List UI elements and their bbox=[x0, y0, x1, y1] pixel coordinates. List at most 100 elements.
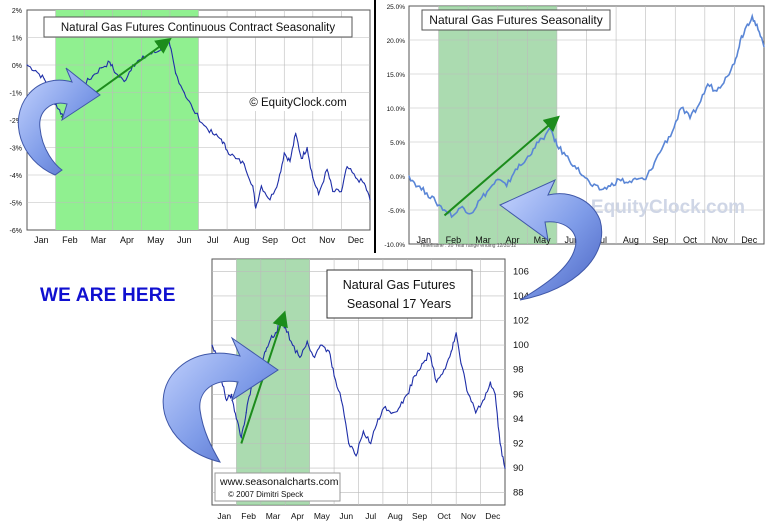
data-point bbox=[653, 161, 656, 163]
data-point bbox=[221, 381, 223, 383]
data-point bbox=[332, 190, 334, 193]
data-point bbox=[226, 399, 228, 402]
data-point bbox=[514, 168, 517, 170]
chart2-grid bbox=[409, 6, 764, 244]
data-point bbox=[255, 375, 257, 377]
data-point bbox=[52, 97, 54, 99]
data-point bbox=[384, 406, 386, 408]
data-point bbox=[716, 90, 718, 92]
data-point bbox=[497, 178, 499, 180]
data-point bbox=[321, 344, 323, 346]
x-tick-label: Sep bbox=[412, 511, 427, 521]
data-point bbox=[115, 72, 117, 74]
x-tick-label: Oct bbox=[292, 235, 307, 245]
x-tick-label: Jun bbox=[177, 235, 192, 245]
y-tick-label: -5.0% bbox=[388, 208, 405, 215]
x-tick-label: Jan bbox=[417, 235, 432, 245]
data-point bbox=[328, 350, 330, 352]
y-tick-label: -6% bbox=[10, 228, 22, 235]
data-point bbox=[243, 163, 245, 165]
data-point bbox=[707, 83, 709, 85]
data-point bbox=[340, 399, 343, 402]
y-tick-label: 0% bbox=[12, 63, 22, 70]
data-point bbox=[299, 356, 301, 358]
y-tick-label: 94 bbox=[513, 414, 524, 425]
data-point bbox=[284, 326, 286, 328]
data-point bbox=[26, 64, 28, 66]
data-point bbox=[506, 185, 508, 187]
data-point bbox=[326, 168, 328, 171]
data-point bbox=[362, 430, 364, 432]
trend-arrow-icon bbox=[443, 115, 560, 217]
data-point bbox=[369, 199, 371, 201]
data-point bbox=[312, 177, 314, 179]
data-point bbox=[295, 133, 297, 135]
data-point bbox=[34, 69, 37, 72]
x-tick-label: Apr bbox=[291, 511, 304, 521]
data-point bbox=[414, 375, 416, 377]
data-point bbox=[763, 46, 765, 48]
chart3-title: Natural Gas Futures bbox=[343, 278, 456, 292]
y-tick-label: 104 bbox=[513, 291, 529, 302]
x-tick-label: Oct bbox=[437, 511, 451, 521]
x-tick-label: Jul bbox=[365, 511, 376, 521]
chart3-subtitle: Seasonal 17 Years bbox=[347, 297, 451, 311]
x-tick-label: Nov bbox=[319, 235, 336, 245]
x-tick-label: Oct bbox=[683, 235, 698, 245]
data-point bbox=[504, 467, 506, 469]
chart3-svg: 106 104 102 100 98 96 94 92 90 88 Jan Feb Mar Apr May… bbox=[211, 258, 529, 521]
data-point bbox=[252, 185, 254, 187]
x-tick-label: Nov bbox=[461, 511, 477, 521]
data-point bbox=[355, 455, 357, 457]
chart1-y-ticks: 2% 1% 0% -1% -2% -3% -4% -5% -6% bbox=[10, 8, 22, 235]
x-tick-label: Mar bbox=[266, 511, 281, 521]
y-tick-label: -4% bbox=[10, 173, 22, 180]
data-point bbox=[260, 362, 262, 365]
data-point bbox=[408, 175, 410, 177]
y-tick-label: 106 bbox=[513, 266, 529, 277]
data-point bbox=[250, 387, 252, 389]
data-point bbox=[751, 15, 753, 17]
data-point bbox=[479, 199, 481, 201]
y-tick-label: -10.0% bbox=[384, 242, 405, 249]
data-point bbox=[74, 91, 77, 94]
data-point bbox=[277, 179, 280, 182]
data-point bbox=[417, 185, 419, 187]
data-point bbox=[733, 63, 736, 65]
data-point bbox=[211, 344, 213, 346]
data-point bbox=[363, 182, 365, 184]
data-point bbox=[392, 412, 394, 414]
chart-equityclock-continuous: 2% 1% 0% -1% -2% -3% -4% -5% -6% Jan Feb Mar Apr May… bbox=[0, 0, 374, 257]
chart2-title: Natural Gas Futures Seasonality bbox=[429, 13, 602, 27]
x-tick-label: Dec bbox=[485, 511, 501, 521]
data-point bbox=[175, 72, 177, 74]
y-tick-label: 100 bbox=[513, 340, 529, 351]
data-point bbox=[591, 185, 594, 187]
x-tick-label: Feb bbox=[62, 235, 78, 245]
data-point bbox=[550, 129, 552, 131]
x-tick-label: Mar bbox=[475, 235, 491, 245]
data-point bbox=[499, 442, 501, 445]
data-point bbox=[428, 353, 430, 355]
data-point bbox=[279, 319, 281, 322]
data-point bbox=[698, 104, 700, 106]
y-tick-label: 5.0% bbox=[390, 140, 405, 147]
data-point bbox=[245, 412, 247, 414]
chart3-credit: © 2007 Dimitri Speck bbox=[228, 490, 304, 499]
headline-we-are-here: WE ARE HERE bbox=[40, 285, 176, 306]
data-point bbox=[340, 190, 343, 193]
data-point bbox=[274, 332, 277, 334]
data-point bbox=[317, 193, 320, 195]
x-tick-label: Aug bbox=[388, 511, 403, 521]
chart1-title: Natural Gas Futures Continuous Contract … bbox=[61, 22, 335, 34]
x-tick-label: May bbox=[314, 511, 331, 521]
x-tick-label: Jun bbox=[339, 511, 353, 521]
y-tick-label: 90 bbox=[513, 463, 524, 474]
data-point bbox=[757, 29, 759, 31]
data-point bbox=[260, 185, 262, 187]
data-point bbox=[618, 178, 620, 180]
data-point bbox=[609, 185, 611, 187]
x-tick-label: Aug bbox=[623, 235, 639, 245]
y-tick-label: 25.0% bbox=[387, 4, 406, 11]
data-point bbox=[289, 160, 291, 162]
